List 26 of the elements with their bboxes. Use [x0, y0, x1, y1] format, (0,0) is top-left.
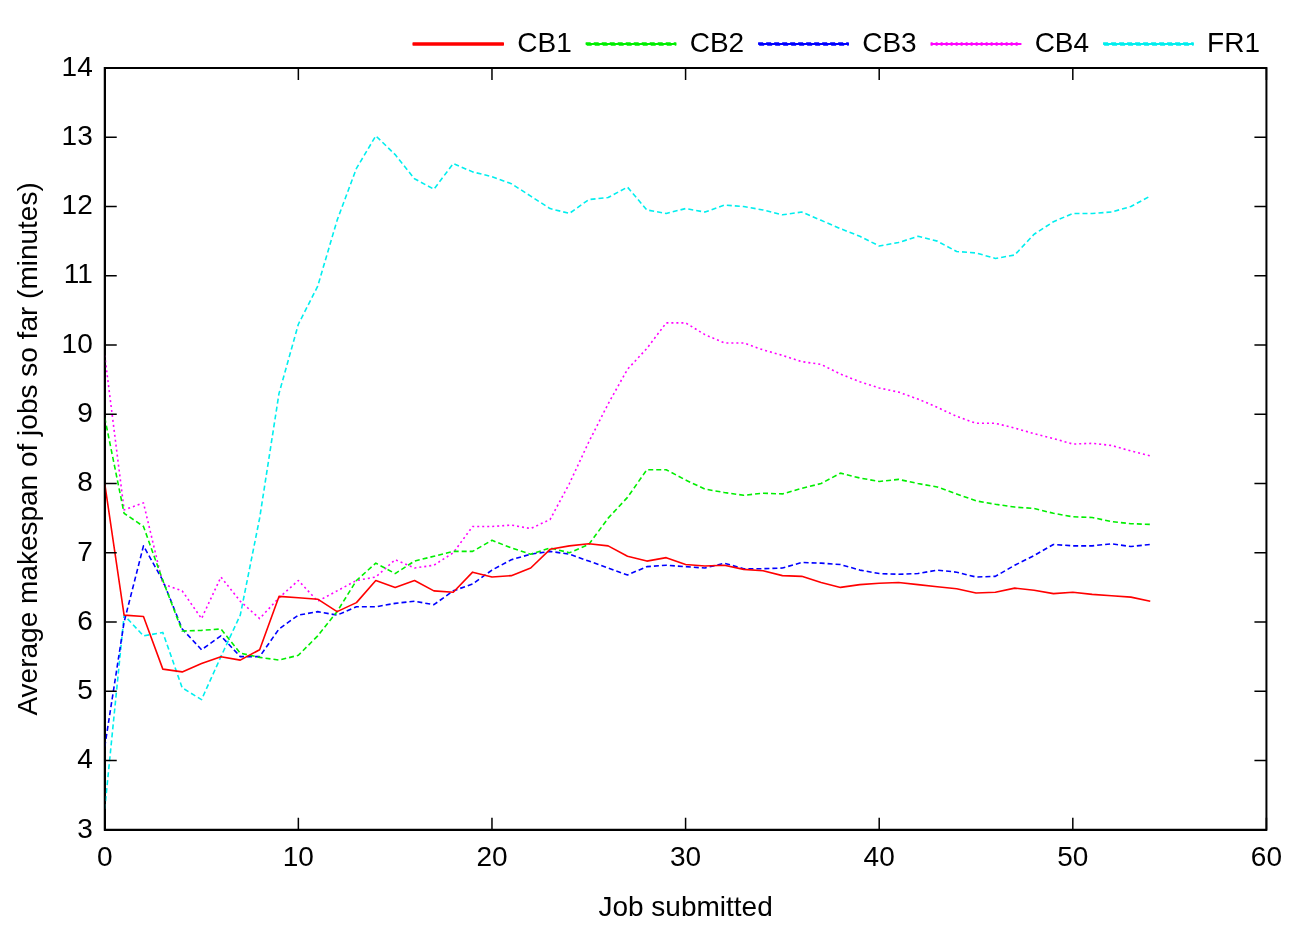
y-tick-label: 5 [77, 674, 93, 706]
y-tick-label: 12 [61, 189, 93, 221]
y-tick-label: 8 [77, 466, 93, 498]
legend-label: CB2 [689, 26, 745, 58]
x-tick-label: 10 [282, 841, 314, 873]
x-tick-label: 30 [670, 841, 702, 873]
x-tick-label: 60 [1250, 841, 1283, 873]
y-tick-label: 9 [77, 396, 93, 428]
legend-label: FR1 [1207, 26, 1261, 58]
y-tick-label: 10 [61, 327, 93, 359]
y-tick-label: 7 [77, 535, 93, 567]
x-tick-label: 0 [96, 841, 113, 873]
x-axis-title: Job submitted [598, 890, 773, 922]
y-tick-label: 14 [61, 50, 93, 82]
y-tick-label: 11 [63, 258, 93, 290]
y-tick-label: 3 [77, 812, 93, 844]
legend-label: CB1 [517, 26, 572, 58]
x-tick-label: 20 [476, 841, 508, 873]
x-tick-label: 50 [1057, 841, 1089, 873]
y-tick-label: 4 [77, 743, 93, 775]
x-tick-label: 40 [863, 841, 895, 873]
y-tick-label: 13 [61, 119, 93, 151]
legend-label: CB4 [1034, 26, 1090, 58]
y-axis-title: Average makespan of jobs so far (minutes) [11, 182, 43, 716]
y-tick-label: 6 [77, 604, 93, 636]
legend-label: CB3 [862, 26, 917, 58]
